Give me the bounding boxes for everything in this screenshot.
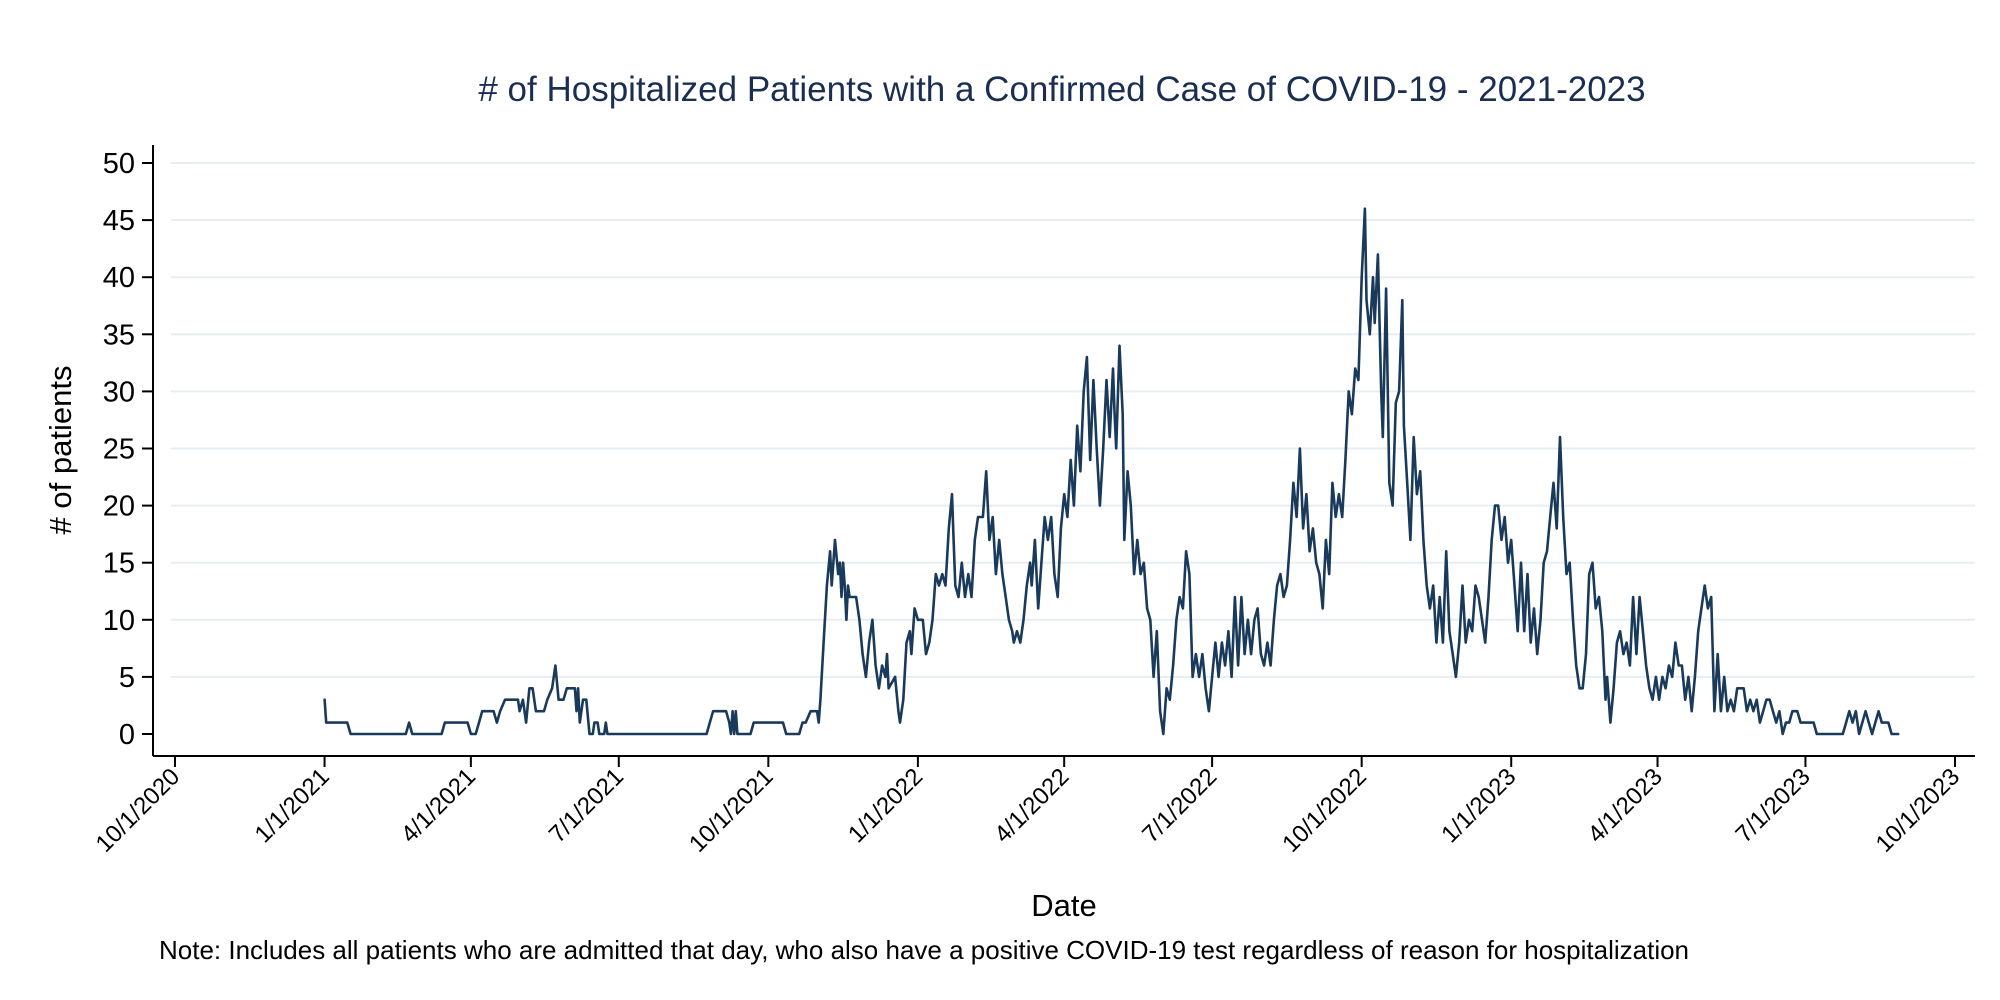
- y-axis-title: # of patients: [43, 366, 78, 535]
- y-tick-label: 50: [103, 148, 135, 180]
- y-tick-label: 30: [103, 376, 135, 408]
- y-tick-label: 0: [119, 719, 135, 751]
- y-tick-label: 25: [103, 434, 135, 466]
- y-tick-label: 40: [103, 262, 135, 294]
- chart-note: Note: Includes all patients who are admi…: [159, 935, 1689, 965]
- y-tick-label: 35: [103, 319, 135, 351]
- data-series: [323, 207, 1900, 736]
- series-line: [323, 207, 1900, 736]
- gridlines: [171, 162, 1975, 678]
- y-tick-label: 15: [103, 548, 135, 580]
- y-tick-label: 45: [103, 205, 135, 237]
- y-tick-label: 5: [119, 662, 135, 694]
- y-tick-label: 10: [103, 605, 135, 637]
- y-tick-label: 20: [103, 491, 135, 523]
- x-axis-title: Date: [1031, 888, 1096, 923]
- chart-title: # of Hospitalized Patients with a Confir…: [478, 70, 1645, 109]
